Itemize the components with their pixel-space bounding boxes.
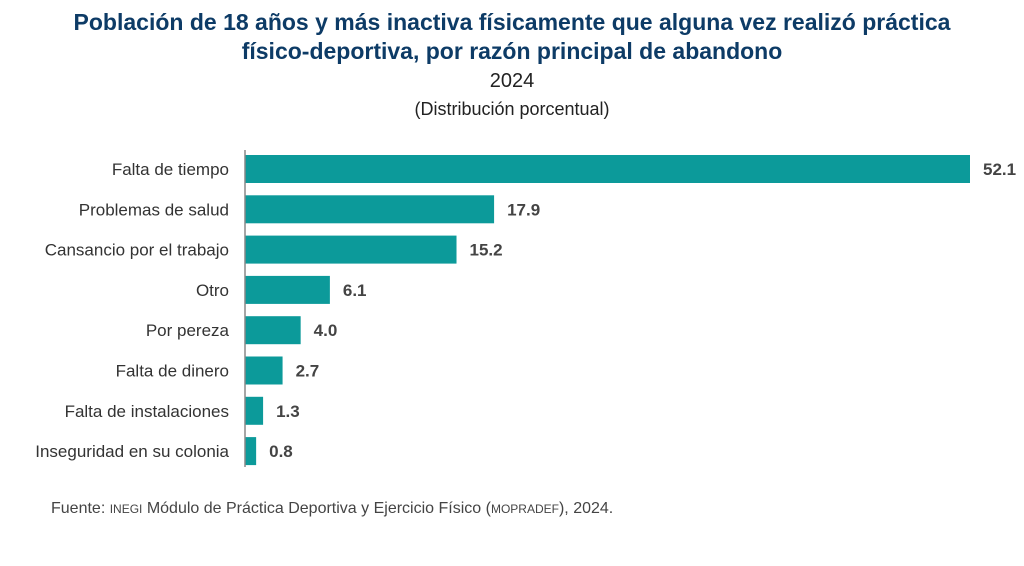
value-label: 6.1	[343, 281, 367, 300]
value-label: 0.8	[269, 442, 293, 461]
value-label: 15.2	[470, 241, 503, 260]
chart-year: 2024	[489, 70, 535, 92]
chart-title: Población de 18 años y más inactiva físi…	[73, 9, 951, 64]
category-label: Inseguridad en su colonia	[35, 442, 229, 461]
category-label: Cansancio por el trabajo	[45, 241, 229, 260]
bar	[245, 195, 495, 224]
bar	[245, 396, 264, 425]
bar	[245, 235, 457, 264]
value-label: 4.0	[314, 321, 338, 340]
category-label: Por pereza	[146, 321, 230, 340]
value-label: 17.9	[507, 200, 540, 219]
bar	[245, 155, 970, 183]
bar	[245, 356, 283, 385]
value-label: 2.7	[296, 362, 320, 381]
category-label: Falta de dinero	[116, 362, 229, 381]
chart-subtitle: (Distribución porcentual)	[414, 99, 610, 119]
value-label: 52.1	[983, 160, 1016, 179]
bar	[245, 437, 257, 466]
bar	[245, 316, 301, 345]
source-note: Fuente: INEGI Módulo de Práctica Deporti…	[51, 500, 614, 517]
category-label: Falta de instalaciones	[65, 402, 229, 421]
category-label: Falta de tiempo	[112, 160, 229, 179]
category-label: Otro	[196, 281, 229, 300]
value-label: 1.3	[276, 402, 300, 421]
bar	[245, 275, 330, 304]
category-label: Problemas de salud	[79, 200, 229, 219]
